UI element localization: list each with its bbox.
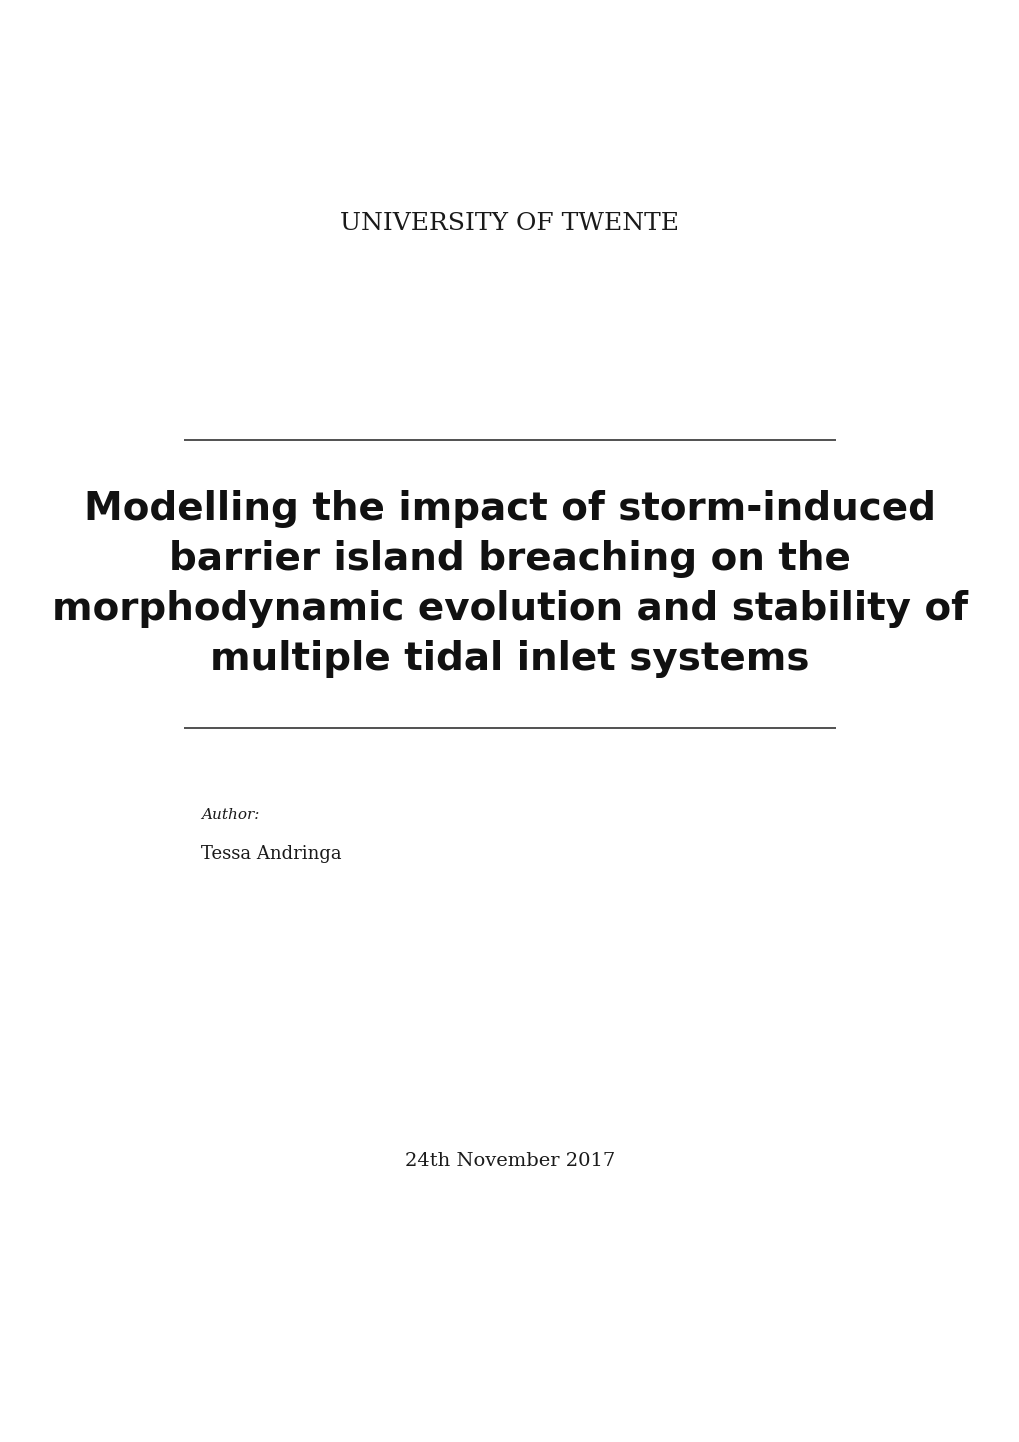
- Text: Modelling the impact of storm-induced
barrier island breaching on the
morphodyna: Modelling the impact of storm-induced ba…: [52, 490, 967, 678]
- Text: Author:: Author:: [201, 808, 260, 822]
- Text: UNIVERSITY OF TWENTE: UNIVERSITY OF TWENTE: [340, 212, 679, 235]
- Text: Tessa Andringa: Tessa Andringa: [201, 845, 341, 862]
- Text: 24th November 2017: 24th November 2017: [405, 1152, 614, 1169]
